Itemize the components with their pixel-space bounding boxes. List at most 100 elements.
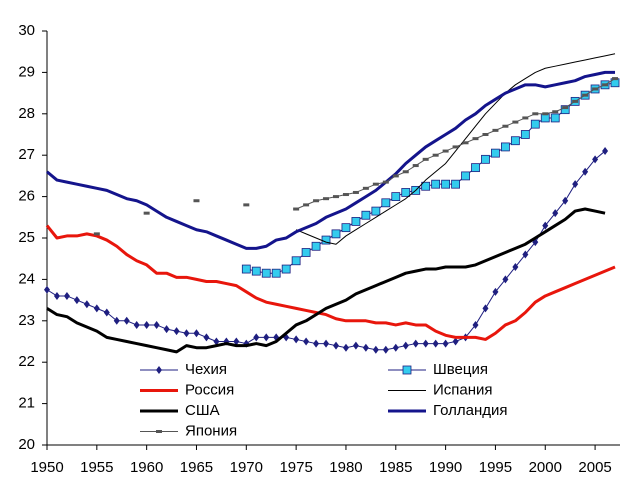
x-tick-label: 1980	[329, 459, 362, 476]
marker	[431, 179, 441, 189]
marker	[362, 186, 369, 190]
y-tick-label: 25	[18, 229, 35, 246]
marker	[462, 141, 469, 145]
marker	[572, 99, 579, 103]
marker	[432, 153, 439, 157]
marker	[352, 190, 359, 194]
series-line	[295, 78, 616, 210]
legend-label: Чехия	[185, 361, 227, 378]
marker	[542, 221, 549, 230]
marker	[412, 339, 419, 348]
marker	[233, 337, 240, 346]
marker	[442, 149, 449, 153]
marker	[44, 285, 50, 294]
marker	[133, 320, 140, 329]
marker	[281, 264, 291, 274]
marker	[73, 296, 80, 305]
marker	[472, 320, 479, 329]
marker	[382, 180, 389, 184]
marker	[582, 167, 589, 176]
y-tick-label: 27	[18, 146, 35, 163]
x-tick-label: 1975	[279, 459, 312, 476]
series-line	[295, 53, 616, 245]
marker	[63, 291, 70, 300]
marker	[532, 112, 539, 116]
marker	[313, 199, 320, 203]
marker	[261, 268, 271, 278]
marker	[522, 116, 529, 120]
marker	[592, 155, 599, 164]
y-tick-label: 23	[18, 312, 35, 329]
marker	[291, 256, 301, 266]
marker	[341, 223, 351, 233]
marker	[183, 329, 190, 338]
x-tick-label: 1965	[180, 459, 213, 476]
marker	[301, 248, 311, 257]
marker	[402, 170, 409, 174]
y-tick-label: 24	[18, 270, 35, 287]
marker	[482, 304, 489, 313]
marker	[592, 87, 599, 91]
marker	[193, 329, 200, 338]
marker	[263, 333, 270, 342]
y-tick-label: 21	[18, 395, 35, 412]
y-tick-label: 28	[18, 105, 35, 122]
legend-marker	[156, 366, 162, 374]
marker	[461, 171, 470, 181]
marker	[323, 197, 330, 201]
marker	[362, 343, 369, 352]
x-tick-label: 2000	[529, 459, 562, 476]
series-line	[46, 70, 616, 250]
legend-label: США	[185, 402, 220, 419]
marker	[512, 262, 519, 271]
marker	[83, 300, 90, 309]
marker	[502, 124, 509, 128]
marker	[502, 275, 509, 284]
marker	[452, 337, 459, 346]
marker	[522, 250, 529, 259]
marker	[441, 179, 451, 189]
marker	[342, 193, 349, 197]
marker	[361, 210, 371, 220]
x-tick-label: 1990	[429, 459, 462, 476]
marker	[193, 199, 200, 203]
marker	[311, 241, 321, 251]
marker	[382, 345, 389, 354]
x-tick-label: 1955	[80, 459, 113, 476]
marker	[572, 180, 579, 189]
marker	[392, 343, 399, 352]
series-line	[45, 224, 616, 341]
marker	[143, 320, 150, 329]
marker	[500, 142, 510, 152]
marker	[432, 339, 439, 348]
marker	[143, 211, 150, 215]
marker	[332, 341, 339, 350]
marker	[332, 195, 339, 199]
marker	[602, 147, 609, 156]
series-line	[46, 150, 606, 351]
marker	[303, 337, 310, 346]
marker	[342, 343, 349, 352]
marker	[530, 119, 540, 129]
marker	[371, 206, 381, 216]
marker	[422, 157, 429, 161]
marker	[53, 291, 60, 300]
marker	[163, 325, 170, 334]
legend-label: Голландия	[433, 402, 508, 419]
marker	[351, 217, 361, 226]
series-line	[246, 82, 616, 274]
marker	[203, 333, 210, 342]
marker	[331, 229, 341, 239]
marker	[381, 198, 391, 208]
y-tick-label: 26	[18, 188, 35, 205]
marker	[582, 93, 589, 97]
marker	[412, 164, 419, 168]
x-tick-label: 2005	[578, 459, 611, 476]
marker	[392, 174, 399, 178]
legend-label: Испания	[433, 381, 493, 398]
marker	[213, 337, 220, 346]
marker	[481, 154, 490, 164]
marker	[293, 335, 300, 344]
marker	[471, 163, 480, 173]
